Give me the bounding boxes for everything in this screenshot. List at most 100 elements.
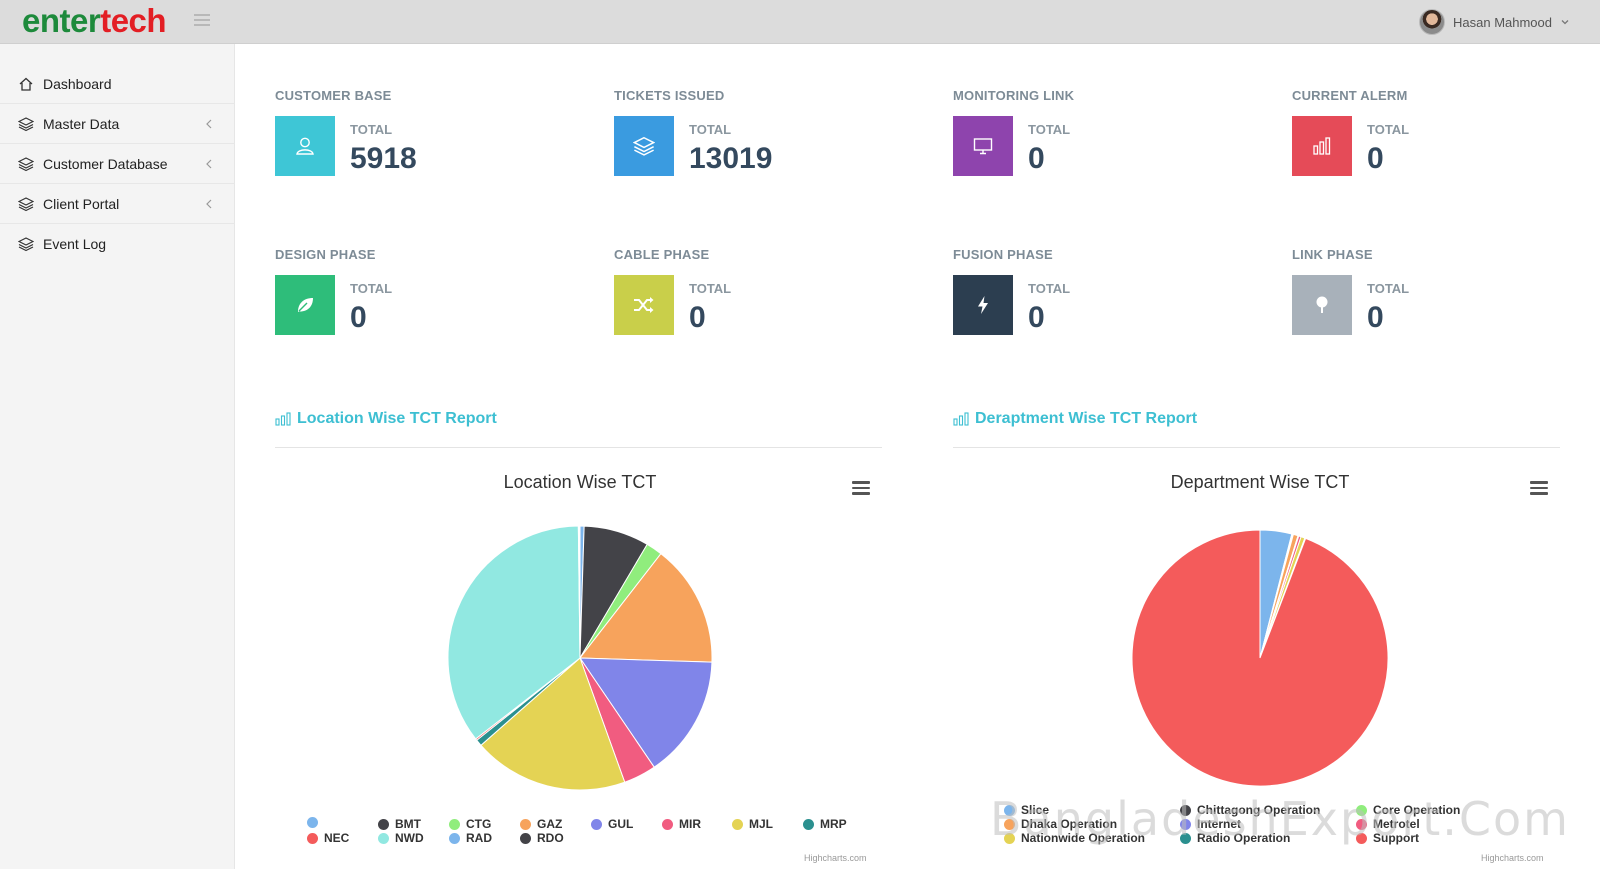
legend-label: Radio Operation xyxy=(1197,831,1291,845)
stat-title: CABLE PHASE xyxy=(614,247,710,262)
layers-icon xyxy=(633,136,655,156)
legend-item[interactable]: NWD xyxy=(378,831,424,845)
sidebar-item-dashboard[interactable]: Dashboard xyxy=(0,64,235,104)
stat-card-tickets-issued: TICKETS ISSUED TOTAL 13019 xyxy=(614,88,914,228)
legend-label: MRP xyxy=(820,817,847,831)
legend-item[interactable]: Metrotel xyxy=(1356,817,1420,831)
stat-value: 0 xyxy=(1028,301,1045,334)
stat-title: TICKETS ISSUED xyxy=(614,88,725,103)
stat-icon-box xyxy=(1292,275,1352,335)
legend-label: Core Operation xyxy=(1373,803,1461,817)
highcharts-credit[interactable]: Highcharts.com xyxy=(1481,853,1544,863)
legend-item[interactable]: Internet xyxy=(1180,817,1241,831)
stat-label: TOTAL xyxy=(1028,281,1071,296)
legend-item[interactable]: BMT xyxy=(378,817,421,831)
stat-icon-box xyxy=(1292,116,1352,176)
stat-title: LINK PHASE xyxy=(1292,247,1373,262)
legend-item[interactable]: Nationwide Operation xyxy=(1004,831,1145,845)
stat-label: TOTAL xyxy=(1367,122,1410,137)
legend-dot xyxy=(307,832,318,844)
legend-item[interactable]: Radio Operation xyxy=(1180,831,1290,845)
pie-slice-gaz[interactable] xyxy=(579,552,713,663)
legend-label: NEC xyxy=(324,831,350,845)
stat-icon-box xyxy=(275,116,335,176)
legend-dot xyxy=(591,818,602,830)
bar-chart-icon xyxy=(1313,137,1331,155)
home-icon xyxy=(19,77,33,91)
legend-item[interactable]: MIR xyxy=(662,817,701,831)
top-bar: entertech Hasan Mahmood xyxy=(0,0,1600,44)
stat-icon-box xyxy=(614,275,674,335)
legend-item[interactable]: Core Operation xyxy=(1356,803,1460,817)
legend-item[interactable]: Dhaka Operation xyxy=(1004,817,1117,831)
legend-item[interactable]: NEC xyxy=(307,831,349,845)
sidebar-item-customer-database[interactable]: Customer Database xyxy=(0,144,235,184)
stat-value: 13019 xyxy=(689,142,773,175)
legend-item[interactable] xyxy=(307,817,324,828)
stat-value: 5918 xyxy=(350,142,417,175)
sidebar-item-label: Customer Database xyxy=(43,155,168,172)
stat-title: DESIGN PHASE xyxy=(275,247,376,262)
stat-title: MONITORING LINK xyxy=(953,88,1075,103)
pie-slice-rdo[interactable] xyxy=(578,525,581,659)
legend-label: Nationwide Operation xyxy=(1021,831,1146,845)
stat-value: 0 xyxy=(1367,142,1384,175)
sidebar-item-master-data[interactable]: Master Data xyxy=(0,104,235,144)
legend-item[interactable]: GUL xyxy=(591,817,633,831)
legend-label: NWD xyxy=(395,831,424,845)
user-name: Hasan Mahmood xyxy=(1453,14,1552,30)
stat-card-design-phase: DESIGN PHASE TOTAL 0 xyxy=(275,247,575,387)
stat-label: TOTAL xyxy=(350,122,393,137)
pie-slice-support[interactable] xyxy=(1131,529,1389,787)
legend-dot xyxy=(1180,818,1191,830)
sidebar-toggle-icon[interactable] xyxy=(194,14,210,26)
legend-item[interactable]: MJL xyxy=(732,817,773,831)
logo-text-part2: tech xyxy=(100,2,167,39)
pie-slice-gul[interactable] xyxy=(579,657,713,768)
legend-dot xyxy=(1180,832,1191,844)
legend-item[interactable]: Support xyxy=(1356,831,1419,845)
stat-card-fusion-phase: FUSION PHASE TOTAL 0 xyxy=(953,247,1253,387)
legend-item[interactable]: GAZ xyxy=(520,817,562,831)
chevron-left-icon xyxy=(206,159,212,169)
user-menu[interactable]: Hasan Mahmood xyxy=(1419,8,1570,36)
legend-label: MIR xyxy=(679,817,701,831)
legend-label: Slice xyxy=(1021,803,1050,817)
shuffle-icon xyxy=(634,297,654,313)
legend-item[interactable]: Chittagong Operation xyxy=(1180,803,1320,817)
legend-label: GUL xyxy=(608,817,634,831)
department-chart-menu-icon[interactable] xyxy=(1530,481,1548,495)
legend-label: RAD xyxy=(466,831,492,845)
stat-value: 0 xyxy=(1028,142,1045,175)
location-pie-chart xyxy=(447,525,713,791)
legend-item[interactable]: RDO xyxy=(520,831,564,845)
stat-card-current-alerm: CURRENT ALERM TOTAL 0 xyxy=(1292,88,1592,228)
sidebar-item-client-portal[interactable]: Client Portal xyxy=(0,184,235,224)
layers-icon xyxy=(18,197,34,212)
tree-icon xyxy=(1316,296,1328,313)
section-title-text: Location Wise TCT Report xyxy=(297,410,497,427)
legend-dot xyxy=(1004,832,1015,844)
pie-slice-nwd[interactable] xyxy=(447,525,581,740)
legend-item[interactable]: MRP xyxy=(803,817,847,831)
legend-item[interactable]: CTG xyxy=(449,817,491,831)
sidebar-item-label: Dashboard xyxy=(43,75,112,92)
bar-chart-icon xyxy=(275,412,291,426)
stat-card-link-phase: LINK PHASE TOTAL 0 xyxy=(1292,247,1592,387)
highcharts-credit[interactable]: Highcharts.com xyxy=(804,853,867,863)
legend-item[interactable]: RAD xyxy=(449,831,492,845)
legend-dot xyxy=(307,817,318,828)
sidebar-item-event-log[interactable]: Event Log xyxy=(0,224,235,264)
app-logo[interactable]: entertech xyxy=(22,2,167,40)
legend-label: Chittagong Operation xyxy=(1197,803,1321,817)
pie-slice-mjl[interactable] xyxy=(480,657,626,791)
stat-card-monitoring-link: MONITORING LINK TOTAL 0 xyxy=(953,88,1253,228)
location-chart-menu-icon[interactable] xyxy=(852,481,870,495)
legend-item[interactable]: Slice xyxy=(1004,803,1049,817)
stat-label: TOTAL xyxy=(689,122,732,137)
sidebar-item-label: Client Portal xyxy=(43,195,120,212)
stat-icon-box xyxy=(614,116,674,176)
legend-dot xyxy=(1180,804,1191,816)
bolt-icon xyxy=(978,296,988,314)
legend-dot xyxy=(378,818,389,830)
